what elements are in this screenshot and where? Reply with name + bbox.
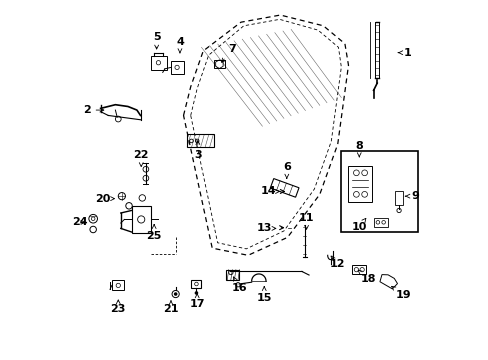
Text: 4: 4 [176, 37, 183, 53]
Text: 15: 15 [256, 287, 271, 303]
Text: 17: 17 [189, 293, 204, 309]
Text: 11: 11 [298, 213, 314, 229]
Text: 9: 9 [405, 191, 418, 201]
Text: 22: 22 [133, 150, 149, 167]
Text: 6: 6 [282, 162, 290, 178]
Text: 1: 1 [397, 48, 411, 58]
Text: 12: 12 [328, 256, 344, 269]
Text: 7: 7 [221, 44, 235, 62]
Circle shape [194, 291, 198, 295]
Text: 5: 5 [153, 32, 160, 49]
Text: 2: 2 [82, 105, 103, 115]
Text: 25: 25 [146, 225, 162, 240]
Text: 16: 16 [231, 277, 246, 293]
Text: 8: 8 [355, 141, 363, 157]
Text: 13: 13 [256, 224, 275, 233]
Text: 14: 14 [261, 186, 279, 197]
Text: 10: 10 [351, 219, 366, 231]
Text: 18: 18 [357, 270, 375, 284]
Circle shape [174, 292, 177, 296]
Text: 19: 19 [391, 286, 410, 300]
Bar [341, 151, 418, 232]
Text: 20: 20 [95, 194, 114, 204]
Text: 24: 24 [72, 217, 87, 227]
Text: 21: 21 [163, 301, 179, 314]
Text: 23: 23 [110, 300, 126, 314]
Text: 3: 3 [194, 141, 201, 160]
